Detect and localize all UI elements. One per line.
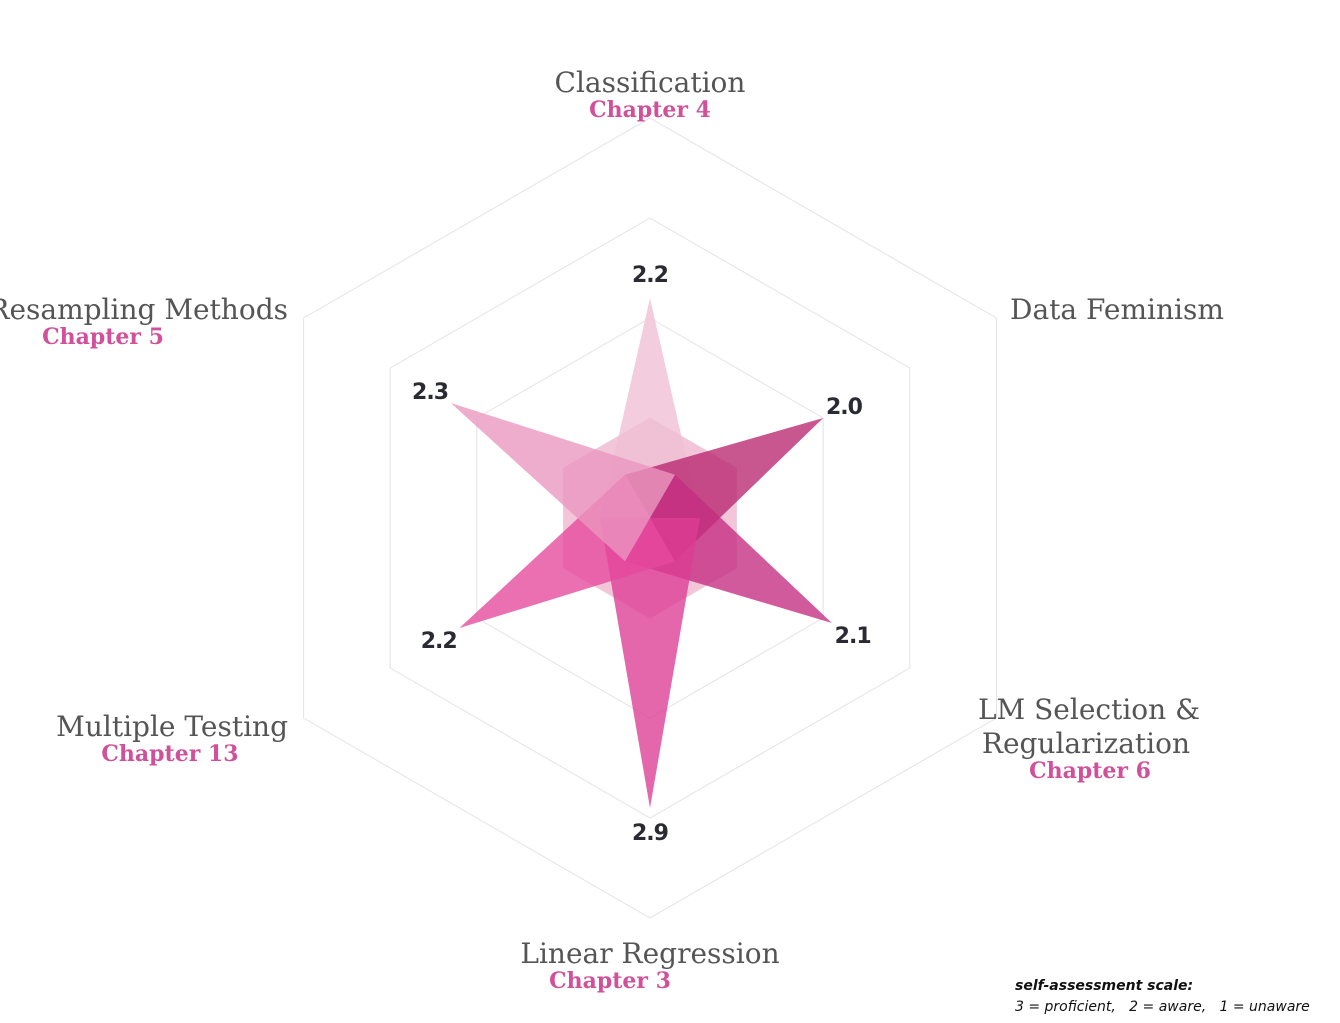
grid-ring-3 [389,217,911,819]
value-label: 2.0 [826,395,863,420]
axis-title: Multiple Testing [56,710,288,743]
axis-chapter: Chapter 4 [589,97,711,123]
grid-ring-4 [303,117,997,919]
axis-title: Resampling Methods [0,293,288,326]
axis-title: Classification [555,66,746,99]
value-label: 2.9 [632,821,668,846]
scale-item-proficient: 3 = proficient, [1015,999,1116,1015]
scale-legend-items: 3 = proficient, 2 = aware, 1 = unaware [1015,997,1335,1018]
value-label: 2.2 [421,629,457,654]
axis-chapter: Chapter 6 [1029,758,1151,784]
value-label: 2.1 [835,624,871,649]
axis-title-line2: Regularization [982,727,1190,760]
scale-legend-title: self-assessment scale: [1015,978,1194,994]
scale-item-unaware: 1 = unaware [1219,999,1310,1015]
axis-title: Data Feminism [1010,293,1224,326]
axis-chapter: Chapter 3 [549,968,671,994]
petal-linear-regression [600,518,700,808]
value-label: 2.2 [632,263,668,288]
axis-chapter: Chapter 5 [42,324,164,350]
value-label: 2.3 [412,380,448,405]
scale-item-aware: 2 = aware, [1129,999,1207,1015]
scale-legend: self-assessment scale: 3 = proficient, 2… [1015,976,1335,1018]
value-labels: 2.2 2.0 2.1 2.9 2.2 2.3 [412,263,872,846]
axis-chapter: Chapter 13 [101,741,238,767]
radar-petals [450,298,832,808]
petal-resampling-methods [450,403,675,562]
petal-lm-selection-regularization [625,474,832,623]
axis-title: Linear Regression [520,937,779,970]
axis-title: LM Selection & [978,693,1200,726]
